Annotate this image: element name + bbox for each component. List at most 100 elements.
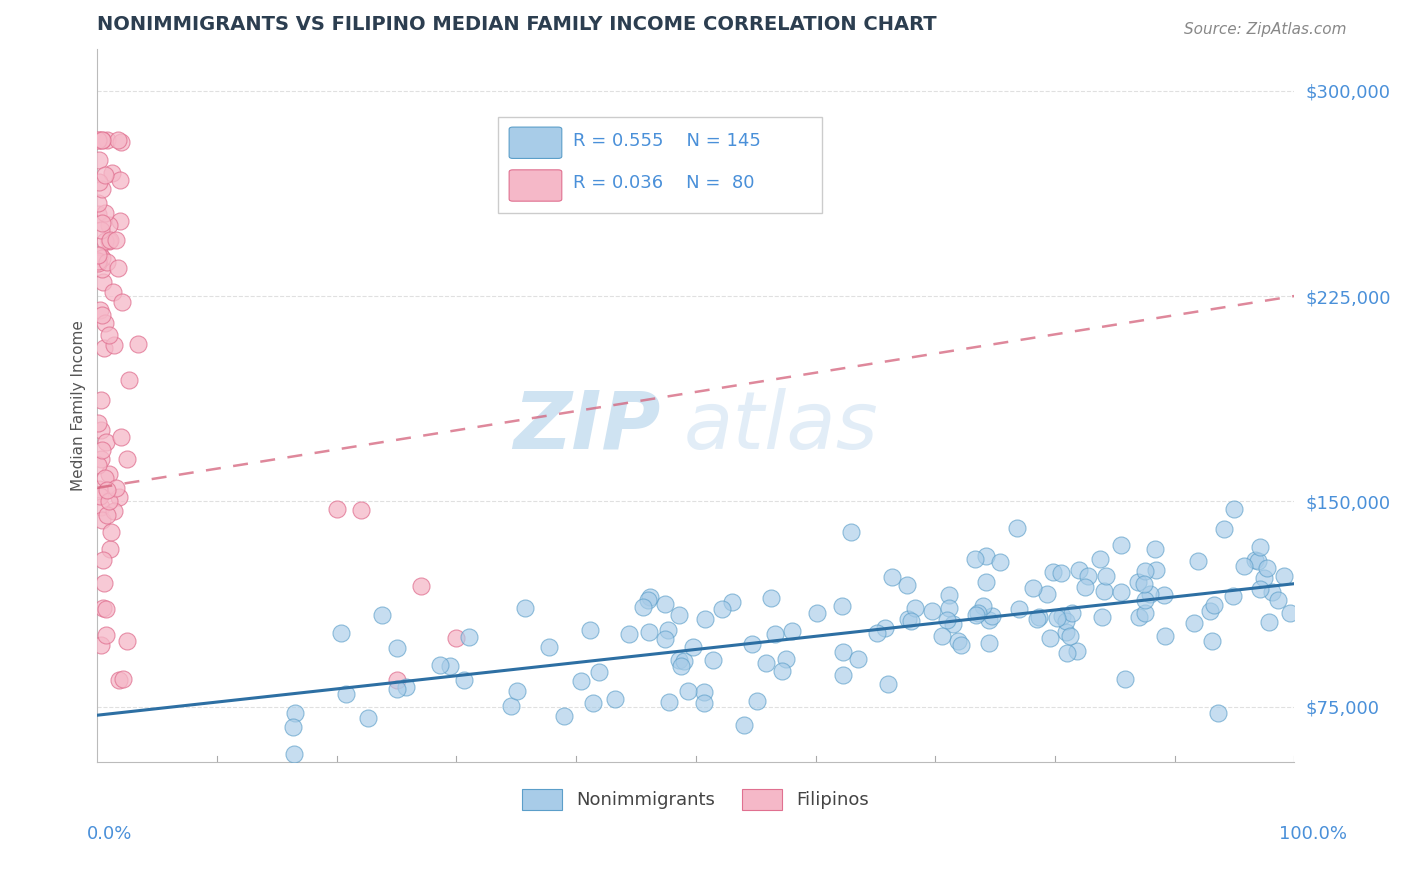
Point — [110, 172, 132, 186]
Point — [335, 687, 357, 701]
Point — [1114, 672, 1136, 686]
Point — [96, 483, 118, 497]
Point — [90, 638, 112, 652]
Text: 100.0%: 100.0% — [1279, 825, 1347, 843]
Point — [775, 652, 797, 666]
Point — [439, 659, 461, 673]
Point — [108, 490, 131, 504]
Point — [1039, 631, 1062, 645]
Point — [1074, 580, 1097, 594]
Point — [1067, 563, 1090, 577]
Point — [1247, 554, 1270, 568]
Point — [1202, 599, 1225, 613]
Point — [90, 452, 112, 467]
Point — [1154, 628, 1177, 642]
Point — [385, 682, 408, 697]
Point — [94, 470, 117, 484]
Point — [499, 698, 522, 713]
Point — [963, 552, 986, 566]
Point — [1272, 569, 1295, 583]
Point — [97, 234, 120, 248]
Point — [538, 640, 561, 654]
Point — [281, 720, 304, 734]
Point — [1249, 540, 1271, 554]
Text: ZIP: ZIP — [513, 388, 659, 466]
Point — [1007, 520, 1029, 534]
Point — [710, 602, 733, 616]
Point — [453, 673, 475, 687]
Point — [582, 696, 605, 710]
Point — [104, 233, 127, 247]
Point — [1066, 644, 1088, 658]
Point — [831, 599, 853, 613]
Point — [682, 640, 704, 654]
Point — [89, 223, 111, 237]
Point — [97, 218, 120, 232]
Point — [1182, 616, 1205, 631]
Point — [100, 166, 122, 180]
Point — [741, 636, 763, 650]
Point — [429, 658, 451, 673]
Point — [1046, 611, 1069, 625]
Point — [357, 710, 380, 724]
Point — [94, 602, 117, 616]
Point — [782, 624, 804, 638]
Point — [91, 276, 114, 290]
Point — [1054, 624, 1077, 639]
Point — [897, 612, 920, 626]
Point — [1201, 633, 1223, 648]
Point — [1026, 612, 1049, 626]
Point — [91, 261, 114, 276]
Point — [100, 233, 122, 247]
Point — [89, 133, 111, 147]
Point — [100, 525, 122, 540]
Point — [1199, 604, 1222, 618]
Point — [87, 254, 110, 268]
Point — [1056, 646, 1078, 660]
Point — [806, 606, 828, 620]
Point — [1050, 609, 1073, 624]
Point — [638, 590, 661, 604]
Point — [98, 494, 121, 508]
Point — [617, 627, 640, 641]
Point — [89, 489, 111, 503]
Point — [946, 633, 969, 648]
Point — [1257, 615, 1279, 629]
Text: Source: ZipAtlas.com: Source: ZipAtlas.com — [1184, 22, 1347, 37]
Point — [1144, 563, 1167, 577]
Point — [972, 599, 994, 613]
Point — [87, 153, 110, 167]
Point — [965, 608, 987, 623]
Point — [93, 341, 115, 355]
Point — [880, 570, 903, 584]
Point — [1050, 566, 1073, 581]
Point — [1206, 706, 1229, 720]
Point — [974, 549, 997, 564]
Point — [385, 673, 408, 687]
Text: atlas: atlas — [683, 388, 879, 466]
Point — [87, 256, 110, 270]
Point — [1244, 553, 1267, 567]
Point — [1253, 571, 1275, 585]
Point — [90, 393, 112, 408]
Point — [1095, 568, 1118, 582]
Point — [877, 677, 900, 691]
Point — [115, 452, 138, 467]
Point — [900, 614, 922, 628]
Point — [91, 553, 114, 567]
Point — [108, 673, 131, 687]
Point — [94, 435, 117, 450]
Point — [693, 696, 716, 710]
Point — [90, 216, 112, 230]
Point — [979, 636, 1001, 650]
Point — [638, 625, 661, 640]
Point — [371, 607, 394, 622]
FancyBboxPatch shape — [498, 117, 821, 213]
Point — [87, 482, 110, 496]
Point — [1060, 606, 1083, 620]
Point — [89, 248, 111, 262]
Point — [127, 337, 149, 351]
Point — [458, 630, 481, 644]
Point — [89, 302, 111, 317]
Point — [657, 623, 679, 637]
